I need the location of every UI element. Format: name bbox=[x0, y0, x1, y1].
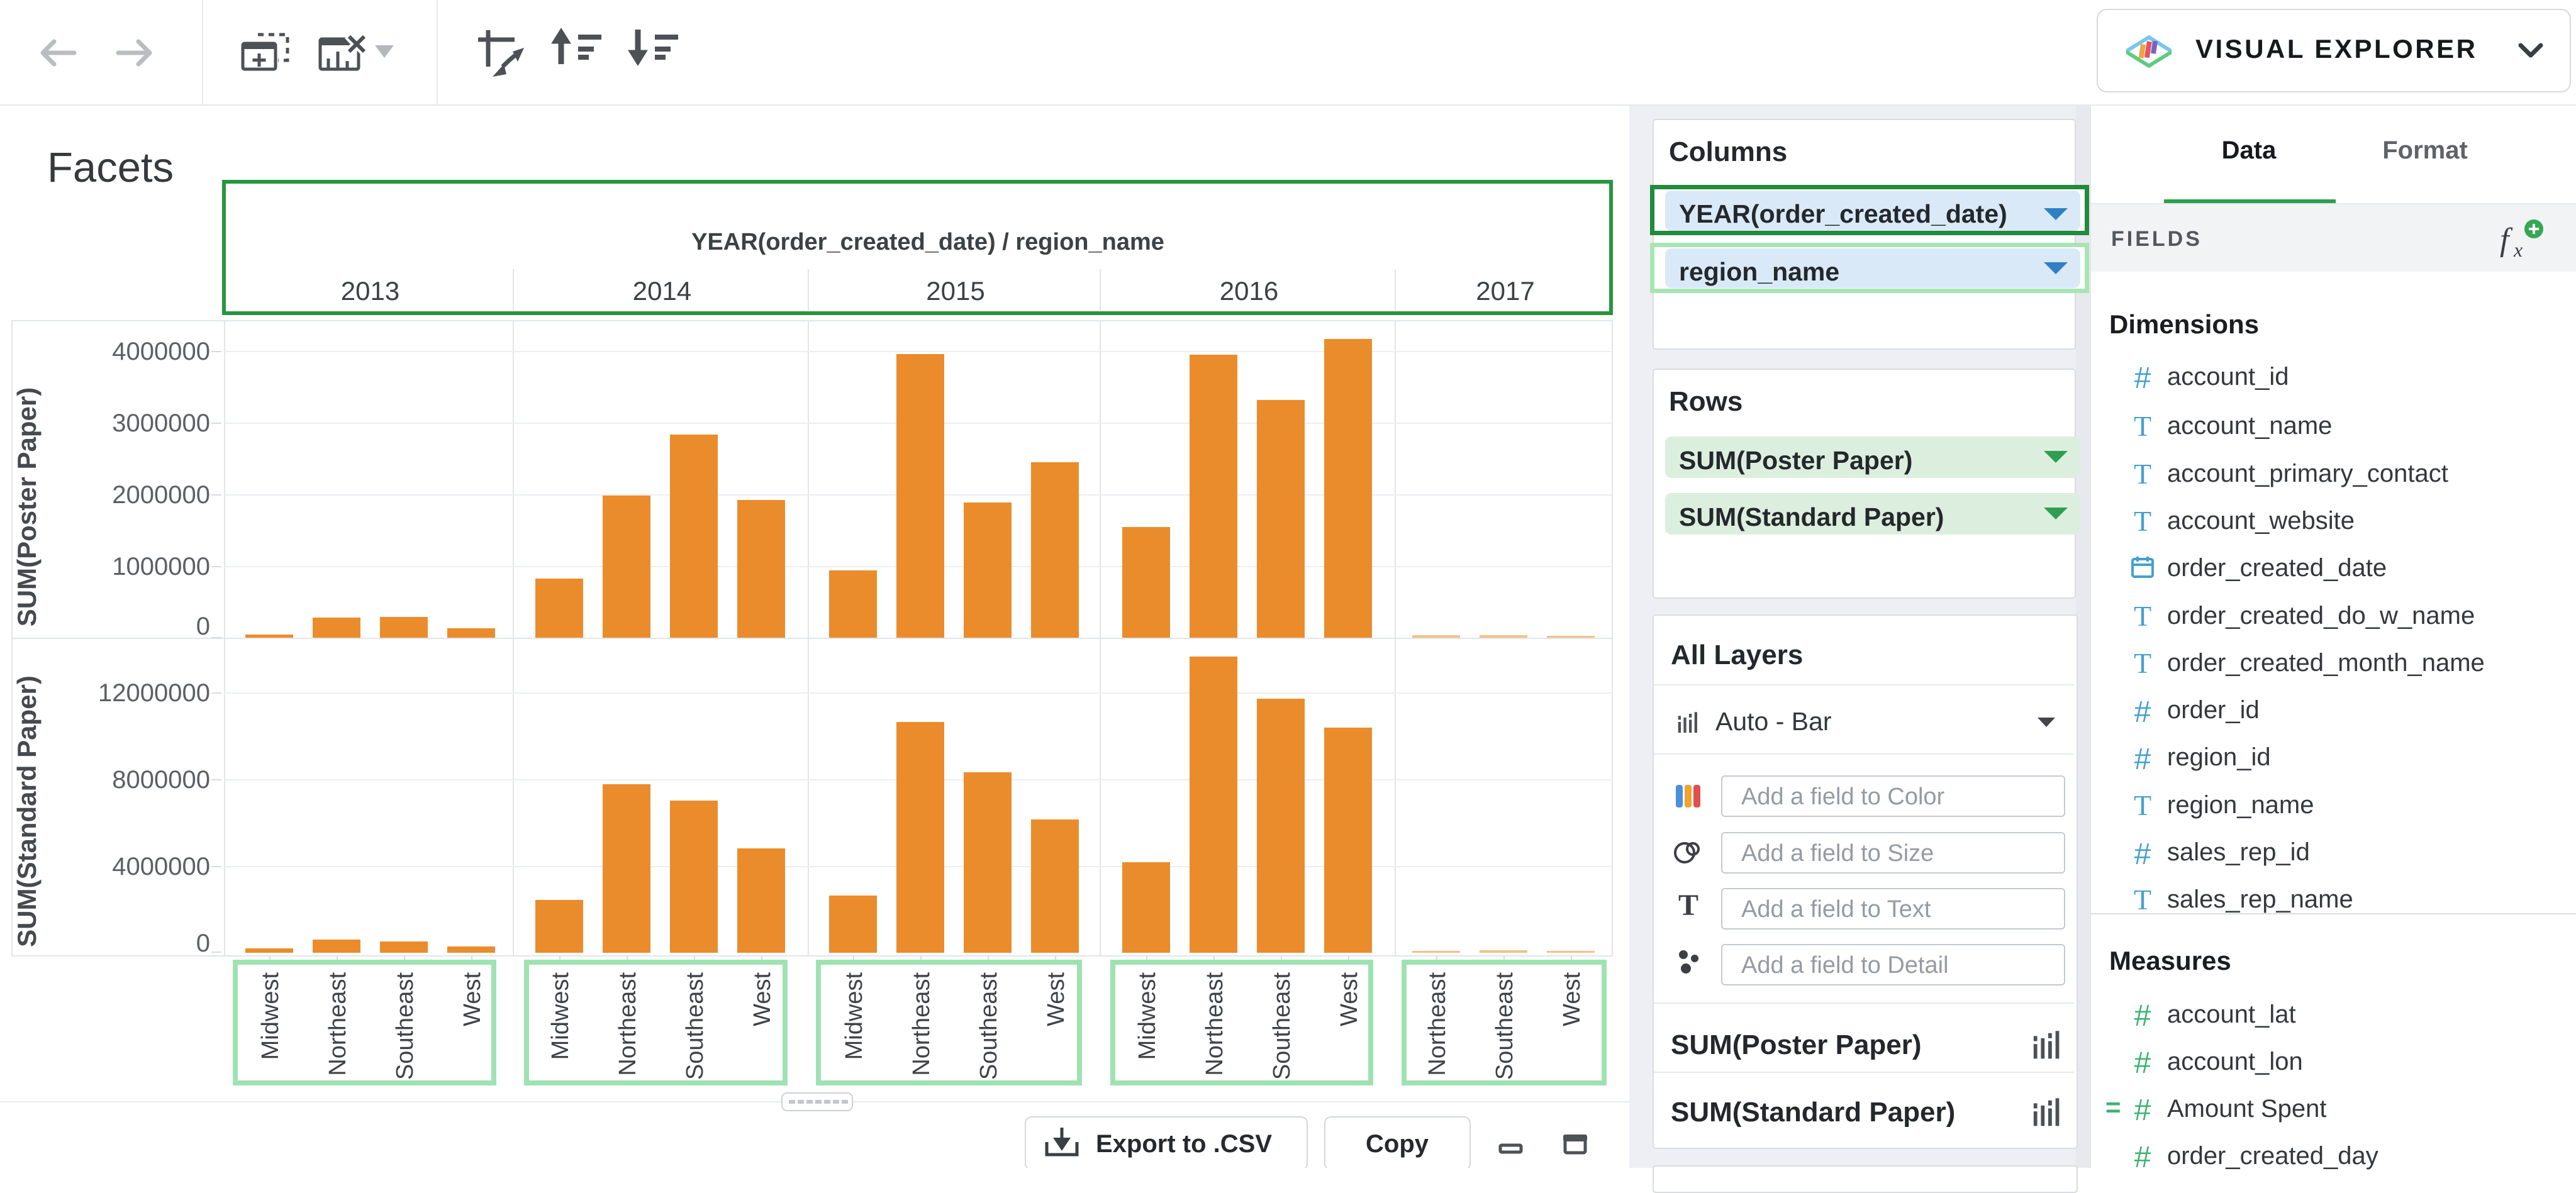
svg-text:Southeast: Southeast bbox=[1269, 972, 1295, 1080]
svg-text:3000000: 3000000 bbox=[112, 409, 210, 437]
svg-text:2013: 2013 bbox=[341, 276, 399, 306]
svg-text:Copy: Copy bbox=[1366, 1130, 1429, 1158]
svg-text:Southeast: Southeast bbox=[976, 972, 1002, 1080]
svg-text:Midwest: Midwest bbox=[547, 972, 574, 1060]
svg-text:Northeast: Northeast bbox=[1424, 972, 1451, 1076]
svg-text:Southeast: Southeast bbox=[392, 972, 418, 1080]
svg-text:West: West bbox=[459, 972, 486, 1026]
svg-text:1000000: 1000000 bbox=[112, 553, 210, 580]
svg-text:Midwest: Midwest bbox=[257, 972, 284, 1060]
svg-text:West: West bbox=[749, 972, 776, 1026]
svg-text:Northeast: Northeast bbox=[908, 972, 935, 1076]
svg-text:Northeast: Northeast bbox=[1202, 972, 1228, 1076]
svg-text:0: 0 bbox=[196, 613, 210, 640]
svg-text:2014: 2014 bbox=[633, 276, 691, 306]
svg-text:2015: 2015 bbox=[926, 276, 984, 306]
svg-text:YEAR(order_created_date) / reg: YEAR(order_created_date) / region_name bbox=[691, 229, 1164, 255]
svg-text:West: West bbox=[1336, 972, 1363, 1026]
svg-text:Southeast: Southeast bbox=[682, 972, 708, 1080]
svg-text:8000000: 8000000 bbox=[112, 766, 210, 794]
svg-text:0: 0 bbox=[196, 929, 210, 957]
svg-text:SUM(Poster Paper): SUM(Poster Paper) bbox=[12, 387, 42, 626]
svg-text:Northeast: Northeast bbox=[615, 972, 641, 1076]
svg-text:12000000: 12000000 bbox=[98, 679, 210, 707]
svg-text:Midwest: Midwest bbox=[1134, 972, 1161, 1060]
svg-text:4000000: 4000000 bbox=[112, 853, 210, 880]
svg-text:f: f bbox=[2500, 222, 2513, 258]
svg-text:West: West bbox=[1043, 972, 1069, 1026]
svg-text:West: West bbox=[1559, 972, 1585, 1026]
svg-text:Midwest: Midwest bbox=[841, 972, 867, 1060]
svg-text:SUM(Standard Paper): SUM(Standard Paper) bbox=[12, 675, 42, 947]
svg-text:2016: 2016 bbox=[1220, 276, 1278, 306]
svg-text:2000000: 2000000 bbox=[112, 481, 210, 509]
svg-text:Northeast: Northeast bbox=[325, 972, 351, 1076]
svg-text:Southeast: Southeast bbox=[1492, 972, 1518, 1080]
svg-text:x: x bbox=[2513, 238, 2523, 259]
svg-text:2017: 2017 bbox=[1476, 276, 1534, 306]
svg-text:Export to .CSV: Export to .CSV bbox=[1096, 1130, 1272, 1158]
svg-text:4000000: 4000000 bbox=[112, 338, 210, 365]
